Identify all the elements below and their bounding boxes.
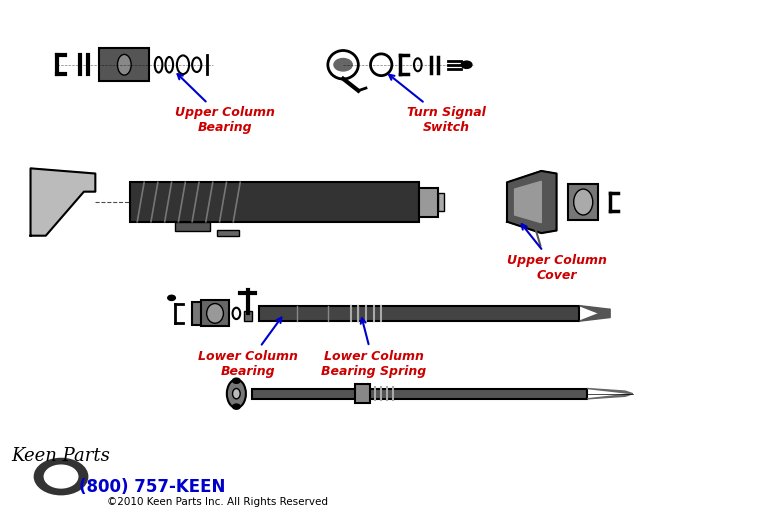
Polygon shape [514,181,541,223]
Circle shape [44,465,78,488]
Text: ©2010 Keen Parts Inc. All Rights Reserved: ©2010 Keen Parts Inc. All Rights Reserve… [107,497,328,508]
Text: Lower Column
Bearing: Lower Column Bearing [198,318,298,378]
Ellipse shape [118,54,131,75]
Text: Lower Column
Bearing Spring: Lower Column Bearing Spring [321,319,427,378]
Circle shape [233,378,240,383]
Bar [420,188,438,217]
Ellipse shape [227,379,246,408]
Polygon shape [579,306,610,318]
Polygon shape [507,171,557,233]
Text: Upper Column
Bearing: Upper Column Bearing [175,74,275,134]
Text: (800) 757-KEEN: (800) 757-KEEN [79,478,226,496]
Ellipse shape [233,388,240,399]
Bar [252,388,587,399]
Bar [201,300,229,326]
Circle shape [233,404,240,409]
Bar [99,48,149,81]
Circle shape [168,295,176,300]
Bar [354,384,370,403]
Ellipse shape [574,189,593,215]
Polygon shape [587,394,633,399]
Bar [438,193,444,211]
Text: Turn Signal
Switch: Turn Signal Switch [389,75,485,134]
Bar [259,306,579,321]
Polygon shape [587,388,633,394]
Bar [244,311,252,321]
Bar [217,230,239,236]
Bar [176,222,209,231]
Ellipse shape [45,197,61,207]
Bar [129,182,420,222]
Text: Keen Parts: Keen Parts [12,447,110,465]
Bar [192,302,209,325]
Circle shape [334,59,352,71]
Polygon shape [31,168,95,236]
Ellipse shape [206,304,223,323]
Circle shape [461,61,472,68]
Circle shape [35,458,88,495]
Polygon shape [579,309,610,321]
Text: Upper Column
Cover: Upper Column Cover [507,224,607,282]
Bar [568,184,598,220]
